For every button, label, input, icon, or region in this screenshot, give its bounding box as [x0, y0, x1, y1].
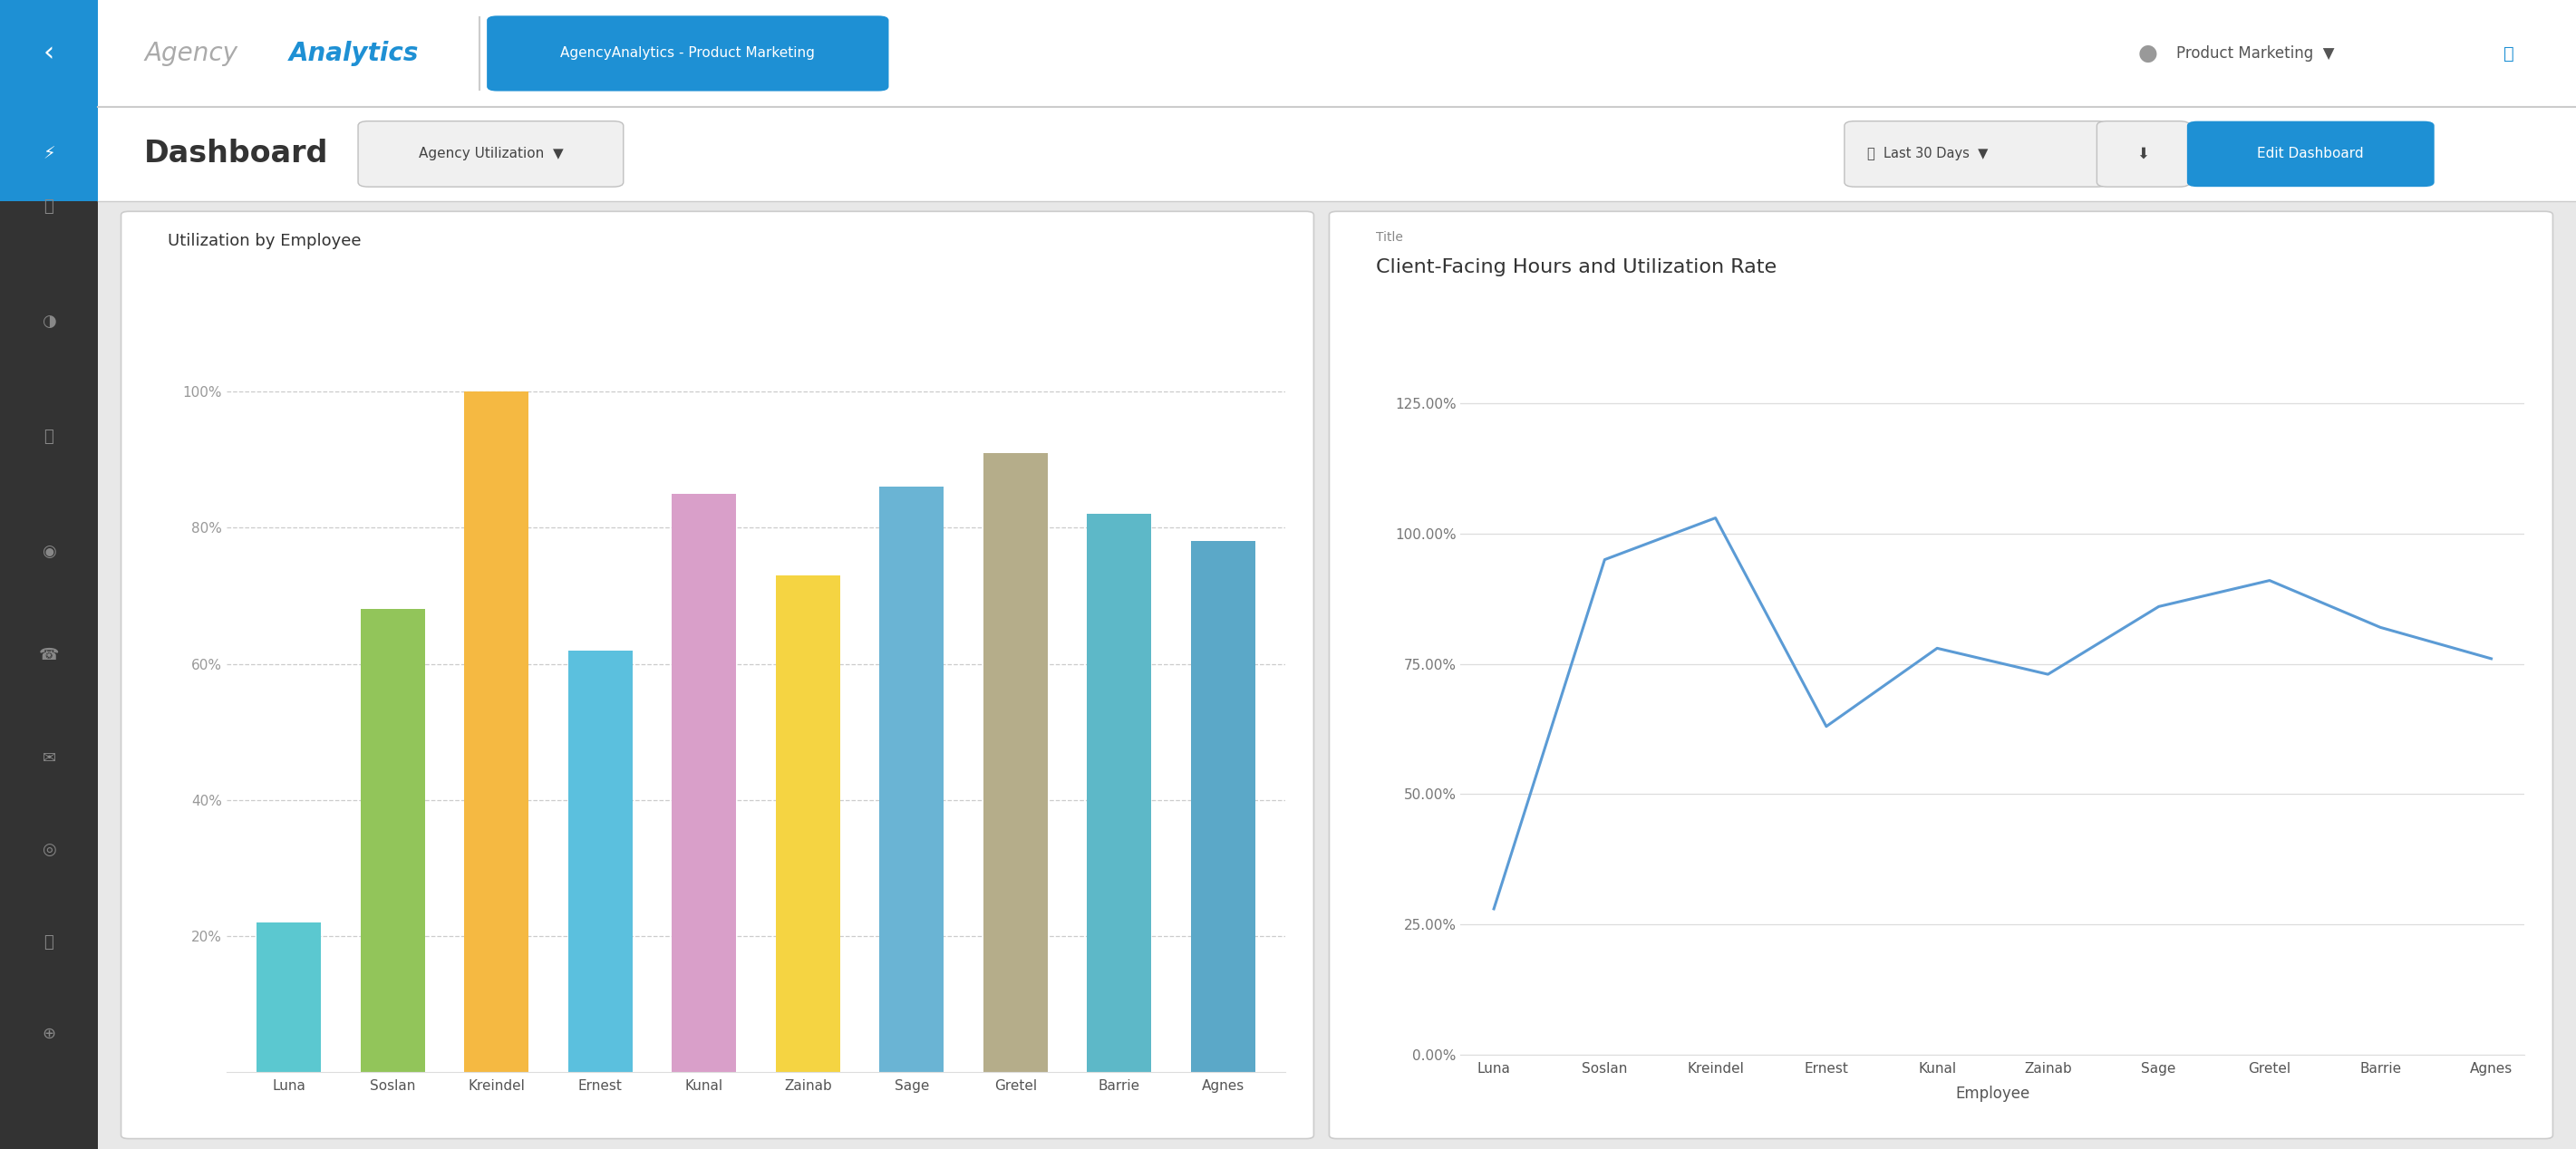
Text: Product Marketing  ▼: Product Marketing ▼	[2177, 45, 2334, 62]
FancyBboxPatch shape	[2187, 121, 2434, 187]
Text: Utilization by Employee: Utilization by Employee	[167, 233, 361, 249]
Bar	[98, 0, 2576, 107]
X-axis label: Employee: Employee	[1955, 1086, 2030, 1102]
Bar	[361, 609, 425, 1072]
Text: Title: Title	[1376, 231, 1404, 244]
Bar	[0, 0, 98, 107]
Bar	[672, 494, 737, 1072]
Bar	[98, 107, 2576, 201]
Text: 📅  Last 30 Days  ▼: 📅 Last 30 Days ▼	[1868, 147, 1989, 161]
Text: 🛒: 🛒	[44, 934, 54, 950]
Text: ◑: ◑	[41, 314, 57, 330]
Text: ⬇: ⬇	[2138, 146, 2148, 162]
Bar	[464, 392, 528, 1072]
Bar	[878, 487, 943, 1072]
Text: 🔔: 🔔	[2504, 45, 2514, 62]
Bar	[98, 201, 2576, 1149]
Text: ⊕: ⊕	[41, 1026, 57, 1042]
FancyBboxPatch shape	[358, 121, 623, 187]
Text: Dashboard: Dashboard	[144, 139, 330, 169]
Bar	[0, 107, 98, 201]
Text: Edit Dashboard: Edit Dashboard	[2257, 147, 2365, 161]
Text: ●: ●	[2138, 43, 2159, 64]
Bar	[775, 576, 840, 1072]
Text: ⚡: ⚡	[44, 146, 54, 162]
Text: ‹: ‹	[44, 40, 54, 67]
Text: 🔍: 🔍	[44, 199, 54, 215]
Text: Analytics: Analytics	[289, 40, 417, 67]
Text: ◉: ◉	[41, 543, 57, 560]
Text: 💬: 💬	[44, 429, 54, 445]
Text: Agency Utilization  ▼: Agency Utilization ▼	[417, 147, 564, 161]
Bar	[0, 0, 98, 1149]
Bar	[984, 453, 1048, 1072]
Bar	[258, 923, 322, 1072]
Text: Agency: Agency	[144, 40, 237, 67]
Bar	[1190, 541, 1255, 1072]
FancyBboxPatch shape	[1844, 121, 2107, 187]
FancyBboxPatch shape	[2097, 121, 2190, 187]
Text: ✉: ✉	[41, 750, 57, 766]
Bar	[1087, 514, 1151, 1072]
FancyBboxPatch shape	[487, 16, 889, 91]
Text: Client-Facing Hours and Utilization Rate: Client-Facing Hours and Utilization Rate	[1376, 259, 1777, 277]
Text: ☎: ☎	[39, 647, 59, 663]
Text: AgencyAnalytics - Product Marketing: AgencyAnalytics - Product Marketing	[562, 47, 814, 60]
Text: ◎: ◎	[41, 842, 57, 858]
Bar	[569, 650, 634, 1072]
FancyBboxPatch shape	[1329, 211, 2553, 1139]
FancyBboxPatch shape	[121, 211, 1314, 1139]
